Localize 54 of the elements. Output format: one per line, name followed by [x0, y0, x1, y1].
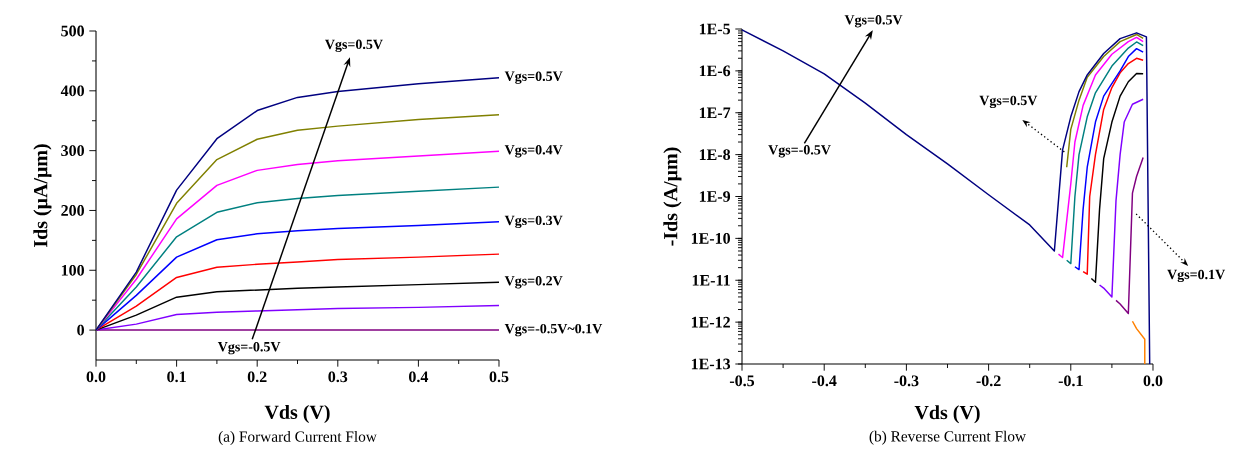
- series-label: Vgs=0.5V: [504, 71, 563, 84]
- line-series: [95, 221, 500, 331]
- text: (a) Forward Current Flow: [218, 431, 377, 445]
- y-tick-label: 1E-5: [699, 23, 731, 35]
- y-axis-title: Ids (μA/μm): [33, 144, 52, 248]
- x-tick-label: -0.2: [976, 375, 1001, 387]
- y-tick-label: 300: [61, 145, 85, 157]
- x-axis-title: Vds (V): [264, 404, 330, 424]
- y-tick-label: 1E-11: [692, 274, 730, 286]
- line-series: [95, 186, 500, 331]
- line-series: [1090, 72, 1144, 283]
- annotation: Vgs=-0.5V: [217, 341, 281, 355]
- x-tick-label: -0.3: [894, 375, 919, 387]
- y-tick-label: 100: [61, 264, 85, 276]
- x-tick-label: 0.2: [247, 371, 267, 383]
- y-tick-label: 200: [61, 205, 85, 216]
- annotation: Vgs=-0.5V: [768, 145, 831, 158]
- y-tick-label: 1E-6: [699, 65, 731, 77]
- series-label: Vgs=0.2V: [504, 276, 563, 289]
- x-tick-label: 0.0: [1143, 375, 1163, 387]
- text: Vgs=0.1V: [1167, 269, 1226, 283]
- line-series: [1074, 47, 1144, 271]
- x-tick-label: 0.4: [409, 371, 429, 383]
- x-tick-label: -0.5: [729, 375, 755, 387]
- x-tick-label: -0.1: [1058, 375, 1083, 387]
- text: Vgs=0.5V: [844, 15, 903, 28]
- x-tick-label: 0.3: [328, 371, 348, 383]
- line-series: [1065, 33, 1144, 168]
- y-tick-label: 1E-13: [691, 358, 731, 370]
- y-tick-label: 1E-9: [699, 191, 731, 202]
- y-axis-title: -Ids (A/μm): [663, 147, 682, 246]
- annotation: Vgs=0.5V: [325, 39, 383, 53]
- line-series: [1098, 98, 1144, 298]
- line-series: [1115, 156, 1144, 315]
- line-series: [1131, 320, 1146, 365]
- x-axis-title: Vds (V): [914, 405, 980, 424]
- x-tick-label: -0.4: [812, 375, 837, 387]
- y-tick-label: 1E-12: [691, 316, 730, 328]
- text: (b) Reverse Current Flow: [869, 430, 1026, 445]
- x-tick-label: 0.5: [489, 371, 509, 383]
- series-label: Vgs=0.3V: [504, 215, 563, 229]
- line-series: [95, 304, 500, 331]
- y-tick-label: 1E-7: [699, 107, 731, 119]
- x-tick-label: 0.0: [86, 371, 106, 383]
- y-tick-label: 400: [60, 85, 85, 97]
- series-label: Vgs=0.4V: [504, 145, 563, 158]
- y-tick-label: 0: [77, 324, 85, 336]
- y-tick-label: 1E-10: [691, 232, 731, 244]
- y-tick-label: 500: [61, 25, 85, 37]
- y-tick-label: 1E-8: [699, 149, 731, 161]
- series-label: Vgs=-0.5V~0.1V: [504, 323, 603, 337]
- x-tick-label: 0.1: [167, 371, 186, 383]
- line-series: [1082, 57, 1144, 275]
- annotation: Vgs=0.5V: [979, 95, 1038, 109]
